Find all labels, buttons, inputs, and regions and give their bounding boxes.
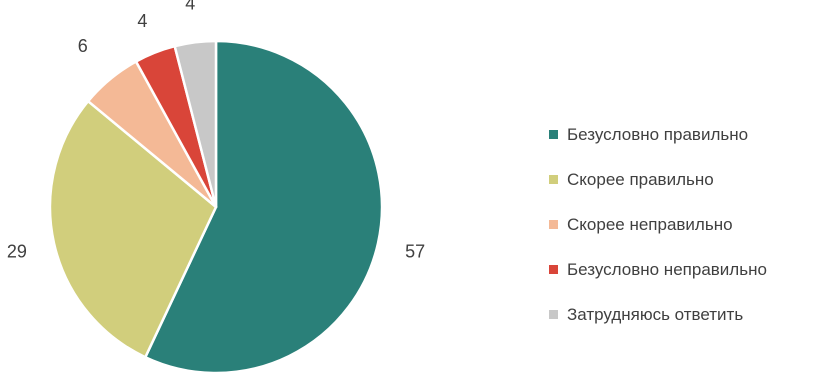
legend-label: Затрудняюсь ответить <box>567 304 744 324</box>
legend-label: Безусловно правильно <box>567 124 749 144</box>
pie-slice-bezuslovno-pravilno <box>144 39 384 374</box>
legend-label: Скорее неправильно <box>567 214 733 234</box>
pie-slice-zatrudnyayus-otvetit <box>173 39 218 209</box>
legend-swatch <box>549 175 558 184</box>
legend-item-bezuslovno-pravilno: Безусловно правильно <box>549 112 767 157</box>
pie-slices <box>48 39 384 374</box>
legend-swatch <box>549 220 558 229</box>
legend-item-skoree-nepravilno: Скорее неправильно <box>549 202 767 247</box>
legend-label: Скорее правильно <box>567 169 714 189</box>
legend-label: Безусловно неправильно <box>567 259 767 279</box>
chart-legend: Безусловно правильно Скорее правильно Ск… <box>549 112 767 337</box>
legend-swatch <box>549 265 558 274</box>
data-label-zatrudnyayus-otvetit: 4 <box>185 0 195 14</box>
data-labels: 57 29 6 4 4 <box>7 0 425 262</box>
data-label-bezuslovno-pravilno: 57 <box>405 242 425 262</box>
legend-item-bezuslovno-nepravilno: Безусловно неправильно <box>549 247 767 292</box>
data-label-bezuslovno-nepravilno: 4 <box>137 11 147 31</box>
data-label-skoree-nepravilno: 6 <box>78 36 88 56</box>
legend-swatch <box>549 310 558 319</box>
legend-item-skoree-pravilno: Скорее правильно <box>549 157 767 202</box>
pie-slice-skoree-pravilno <box>48 99 218 359</box>
legend-item-zatrudnyayus-otvetit: Затрудняюсь ответить <box>549 292 767 337</box>
data-label-skoree-pravilno: 29 <box>7 242 27 262</box>
legend-swatch <box>549 130 558 139</box>
